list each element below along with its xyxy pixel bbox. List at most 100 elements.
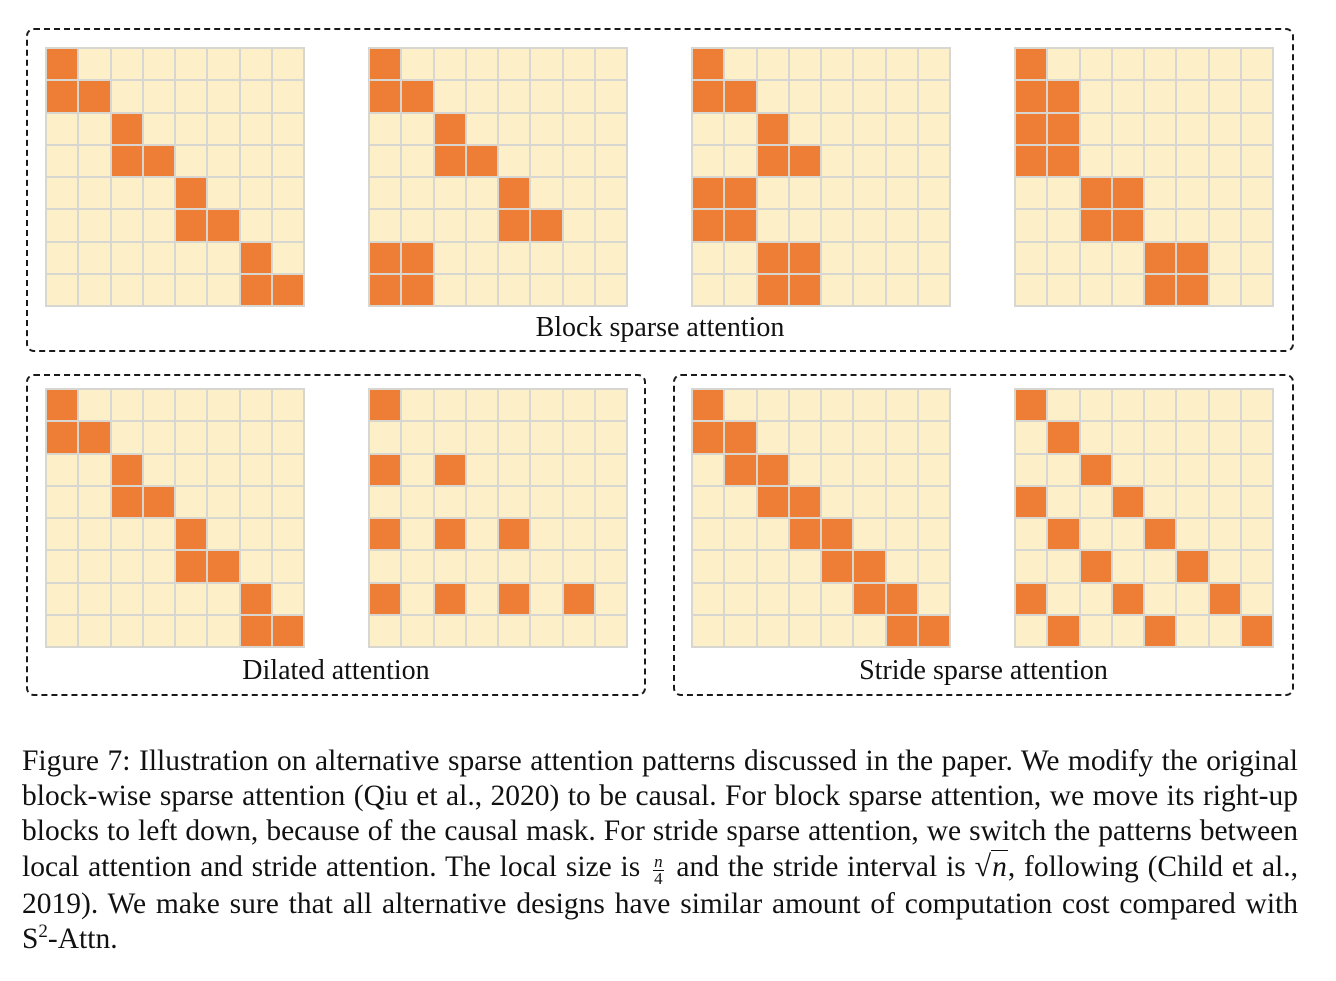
attention-cell [176, 583, 207, 614]
attention-cell [789, 551, 820, 582]
attention-cell-active [208, 210, 239, 241]
attention-cell [208, 390, 239, 421]
attention-cell-active [1209, 583, 1240, 614]
attention-cell-active [1112, 178, 1143, 209]
caption-text-3: , following (Child et al., 2019). We mak… [22, 851, 1298, 955]
sqrt-argument: n [991, 850, 1008, 883]
attention-cell [434, 486, 465, 517]
attention-cell-active [886, 615, 917, 646]
attention-cell [176, 113, 207, 144]
attention-cell [47, 583, 78, 614]
attention-cell [1241, 422, 1272, 453]
attention-cell [176, 390, 207, 421]
attention-cell-active [47, 81, 78, 112]
attention-cell [563, 113, 594, 144]
attention-cell [822, 390, 853, 421]
dilated-title: Dilated attention [242, 655, 430, 686]
attention-cell-active [725, 454, 756, 485]
attention-cell [886, 81, 917, 112]
attention-cell [1112, 274, 1143, 305]
attention-cell [918, 390, 949, 421]
attention-cell [531, 274, 562, 305]
attention-cell [1177, 210, 1208, 241]
attention-cell [402, 615, 433, 646]
attention-cell-active [434, 145, 465, 176]
attention-cell [1112, 454, 1143, 485]
attention-cell-active [822, 551, 853, 582]
attention-cell [79, 274, 110, 305]
attention-cell [563, 519, 594, 550]
attention-cell [854, 81, 885, 112]
attention-cell [854, 145, 885, 176]
attention-cell-active [789, 274, 820, 305]
attention-cell [143, 49, 174, 80]
attention-cell [466, 390, 497, 421]
attention-cell [1177, 454, 1208, 485]
attention-cell [595, 113, 626, 144]
block-sparse-grid-1 [45, 47, 305, 307]
attention-cell [1209, 422, 1240, 453]
attention-cell [595, 145, 626, 176]
attention-cell [1209, 113, 1240, 144]
attention-cell-active [1112, 583, 1143, 614]
attention-cell-active [143, 486, 174, 517]
attention-cell [693, 242, 724, 273]
attention-cell [1177, 615, 1208, 646]
attention-cell-active [79, 422, 110, 453]
attention-cell [499, 145, 530, 176]
attention-cell [693, 454, 724, 485]
attention-cell-active [370, 454, 401, 485]
attention-cell [789, 113, 820, 144]
attention-cell [143, 210, 174, 241]
attention-cell [854, 242, 885, 273]
attention-cell [854, 210, 885, 241]
attention-cell [143, 113, 174, 144]
attention-cell [822, 242, 853, 273]
attention-cell [499, 49, 530, 80]
attention-cell [176, 81, 207, 112]
attention-cell [886, 390, 917, 421]
attention-cell-active [1145, 274, 1176, 305]
attention-cell-active [434, 519, 465, 550]
attention-cell [499, 113, 530, 144]
attention-cell [1112, 145, 1143, 176]
attention-cell-active [1048, 615, 1079, 646]
attention-cell [757, 49, 788, 80]
attention-cell [1080, 242, 1111, 273]
attention-cell [563, 486, 594, 517]
attention-cell-active [1080, 551, 1111, 582]
attention-cell [272, 551, 303, 582]
attention-cell-active [693, 422, 724, 453]
attention-cell [918, 113, 949, 144]
sqrt-symbol: √ [974, 850, 992, 883]
attention-cell [79, 519, 110, 550]
attention-cell-active [1048, 145, 1079, 176]
fraction-denominator: 4 [654, 868, 663, 888]
attention-cell [1080, 49, 1111, 80]
stride-sparse-title: Stride sparse attention [859, 655, 1108, 686]
attention-cell [854, 422, 885, 453]
attention-cell [1048, 486, 1079, 517]
attention-cell-active [370, 390, 401, 421]
attention-cell [563, 81, 594, 112]
attention-cell [240, 81, 271, 112]
attention-cell [1241, 454, 1272, 485]
attention-cell [595, 390, 626, 421]
attention-cell [272, 583, 303, 614]
attention-cell [208, 145, 239, 176]
attention-cell [402, 486, 433, 517]
attention-cell [563, 454, 594, 485]
attention-cell [757, 615, 788, 646]
attention-cell [1177, 145, 1208, 176]
attention-cell [886, 49, 917, 80]
attention-cell [725, 49, 756, 80]
attention-cell [854, 274, 885, 305]
attention-cell [789, 390, 820, 421]
attention-cell [1145, 422, 1176, 453]
attention-cell [822, 274, 853, 305]
attention-cell-active [111, 454, 142, 485]
attention-cell [563, 615, 594, 646]
attention-cell [563, 390, 594, 421]
attention-cell [272, 113, 303, 144]
attention-cell-active [402, 274, 433, 305]
